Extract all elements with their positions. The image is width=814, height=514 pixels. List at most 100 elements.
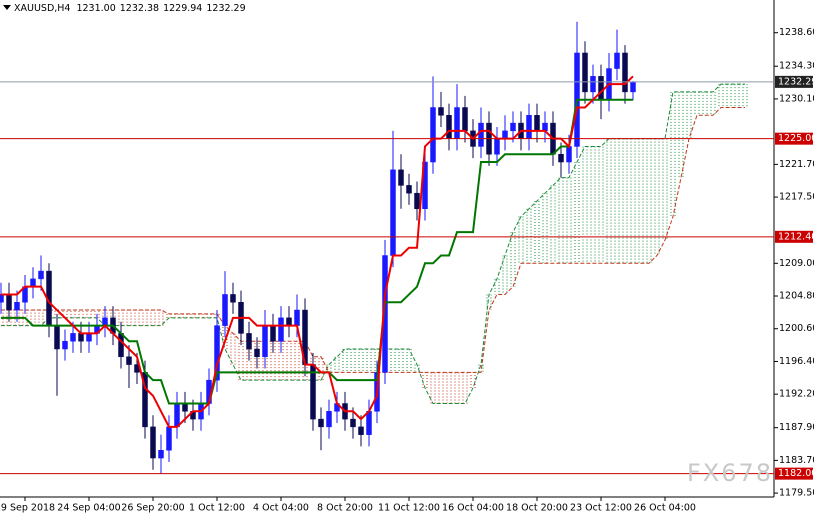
x-tick-label: 23 Oct 12:00 xyxy=(570,503,632,514)
candle-body xyxy=(390,169,396,256)
close-value: 1232.29 xyxy=(206,3,245,14)
candle-body xyxy=(158,450,164,459)
y-tick-label: 1179.50 xyxy=(779,488,814,499)
candle-body xyxy=(294,309,300,326)
candle-body xyxy=(126,356,132,365)
candle-body xyxy=(398,169,404,186)
y-tick-label: 1187.90 xyxy=(779,422,814,433)
level-label-box xyxy=(775,467,813,480)
candle-body xyxy=(262,325,268,358)
tenkan-line xyxy=(1,75,634,428)
y-tick-label: 1209.00 xyxy=(779,258,814,269)
x-tick-label: 24 Sep 04:00 xyxy=(57,503,120,514)
menu-triangle[interactable] xyxy=(3,5,11,10)
x-tick-label: 19 Sep 2018 xyxy=(0,503,55,514)
low-value: 1229.94 xyxy=(163,3,202,14)
level-label: 1182.00 xyxy=(778,468,814,479)
candle-body xyxy=(598,76,604,100)
symbol: XAUUSD,H4 xyxy=(14,3,70,14)
x-tick-label: 11 Oct 12:00 xyxy=(378,503,440,514)
watermark: FX678 xyxy=(687,459,773,487)
y-tick-label: 1230.10 xyxy=(779,93,814,104)
candle-body xyxy=(222,294,228,326)
candle-body xyxy=(566,146,572,163)
candle-body xyxy=(30,278,36,287)
candle-body xyxy=(582,52,588,93)
candle-body xyxy=(534,115,540,132)
level-label-box xyxy=(775,230,813,243)
candle-body xyxy=(214,325,220,381)
candle-body xyxy=(446,115,452,139)
candle-body xyxy=(526,115,532,139)
candle-body xyxy=(358,426,364,435)
candle-body xyxy=(286,317,292,326)
candle-body xyxy=(414,192,420,210)
candle-body xyxy=(350,418,356,428)
y-tick-label: 1204.80 xyxy=(779,291,814,302)
candle-body xyxy=(166,426,172,451)
level-label-box xyxy=(775,132,813,145)
level-label-box xyxy=(775,75,813,88)
candle-body xyxy=(182,403,188,412)
high-value: 1232.38 xyxy=(120,3,159,14)
candle-body xyxy=(478,122,484,147)
candle-body xyxy=(118,333,124,358)
candle-body xyxy=(430,107,436,163)
candle-body xyxy=(510,122,516,132)
candle-body xyxy=(6,294,12,311)
x-tick-label: 1 Oct 12:00 xyxy=(189,503,245,514)
y-tick-label: 1217.50 xyxy=(779,192,814,203)
x-tick-label: 16 Oct 04:00 xyxy=(442,503,504,514)
candle-body xyxy=(462,107,468,132)
x-tick-label: 26 Oct 04:00 xyxy=(634,503,696,514)
candle-body xyxy=(558,153,564,163)
candle-body xyxy=(614,52,620,69)
candle-body xyxy=(38,270,44,280)
senkou-span-b xyxy=(1,107,745,373)
candle-body xyxy=(318,418,324,428)
y-tick-label: 1238.60 xyxy=(779,27,814,38)
candle-body xyxy=(366,411,372,435)
x-tick-label: 18 Oct 20:00 xyxy=(506,503,568,514)
level-label: 1225.00 xyxy=(778,133,814,144)
candle-body xyxy=(326,411,332,428)
y-tick-label: 1234.30 xyxy=(779,61,814,72)
candle-body xyxy=(622,52,628,93)
candle-body xyxy=(230,294,236,303)
x-tick-label: 8 Oct 20:00 xyxy=(317,503,373,514)
candle-body xyxy=(278,317,284,342)
level-label: 1212.40 xyxy=(778,231,814,242)
candle-body xyxy=(502,130,508,139)
candle-body xyxy=(62,340,68,350)
y-tick-label: 1183.70 xyxy=(779,455,814,466)
y-tick-label: 1200.60 xyxy=(779,323,814,334)
candle-body xyxy=(54,325,60,350)
candle-body xyxy=(78,333,84,342)
candle-body xyxy=(542,122,548,132)
candle-body xyxy=(254,348,260,358)
candle-body xyxy=(14,302,20,311)
y-tick-label: 1196.40 xyxy=(779,356,814,367)
candle-body xyxy=(270,325,276,342)
candle-body xyxy=(454,107,460,139)
candle-body xyxy=(406,185,412,194)
candle-body xyxy=(0,294,4,303)
candle-body xyxy=(70,333,76,342)
candle-body xyxy=(150,426,156,459)
candle-body xyxy=(494,138,500,155)
level-label: 1232.29 xyxy=(778,76,814,87)
chart-header: XAUUSD,H4 1231.00 1232.38 1229.94 1232.29 xyxy=(14,3,246,14)
candle-body xyxy=(86,333,92,342)
candle-body xyxy=(246,333,252,350)
candle-body xyxy=(174,403,180,428)
y-tick-label: 1192.20 xyxy=(779,389,814,400)
open-value: 1231.00 xyxy=(76,3,115,14)
x-tick-label: 26 Sep 20:00 xyxy=(121,503,184,514)
candle-body xyxy=(590,76,596,93)
y-tick-label: 1221.70 xyxy=(779,159,814,170)
x-tick-label: 4 Oct 04:00 xyxy=(253,503,309,514)
candle-body xyxy=(438,107,444,116)
candle-body xyxy=(630,81,636,93)
